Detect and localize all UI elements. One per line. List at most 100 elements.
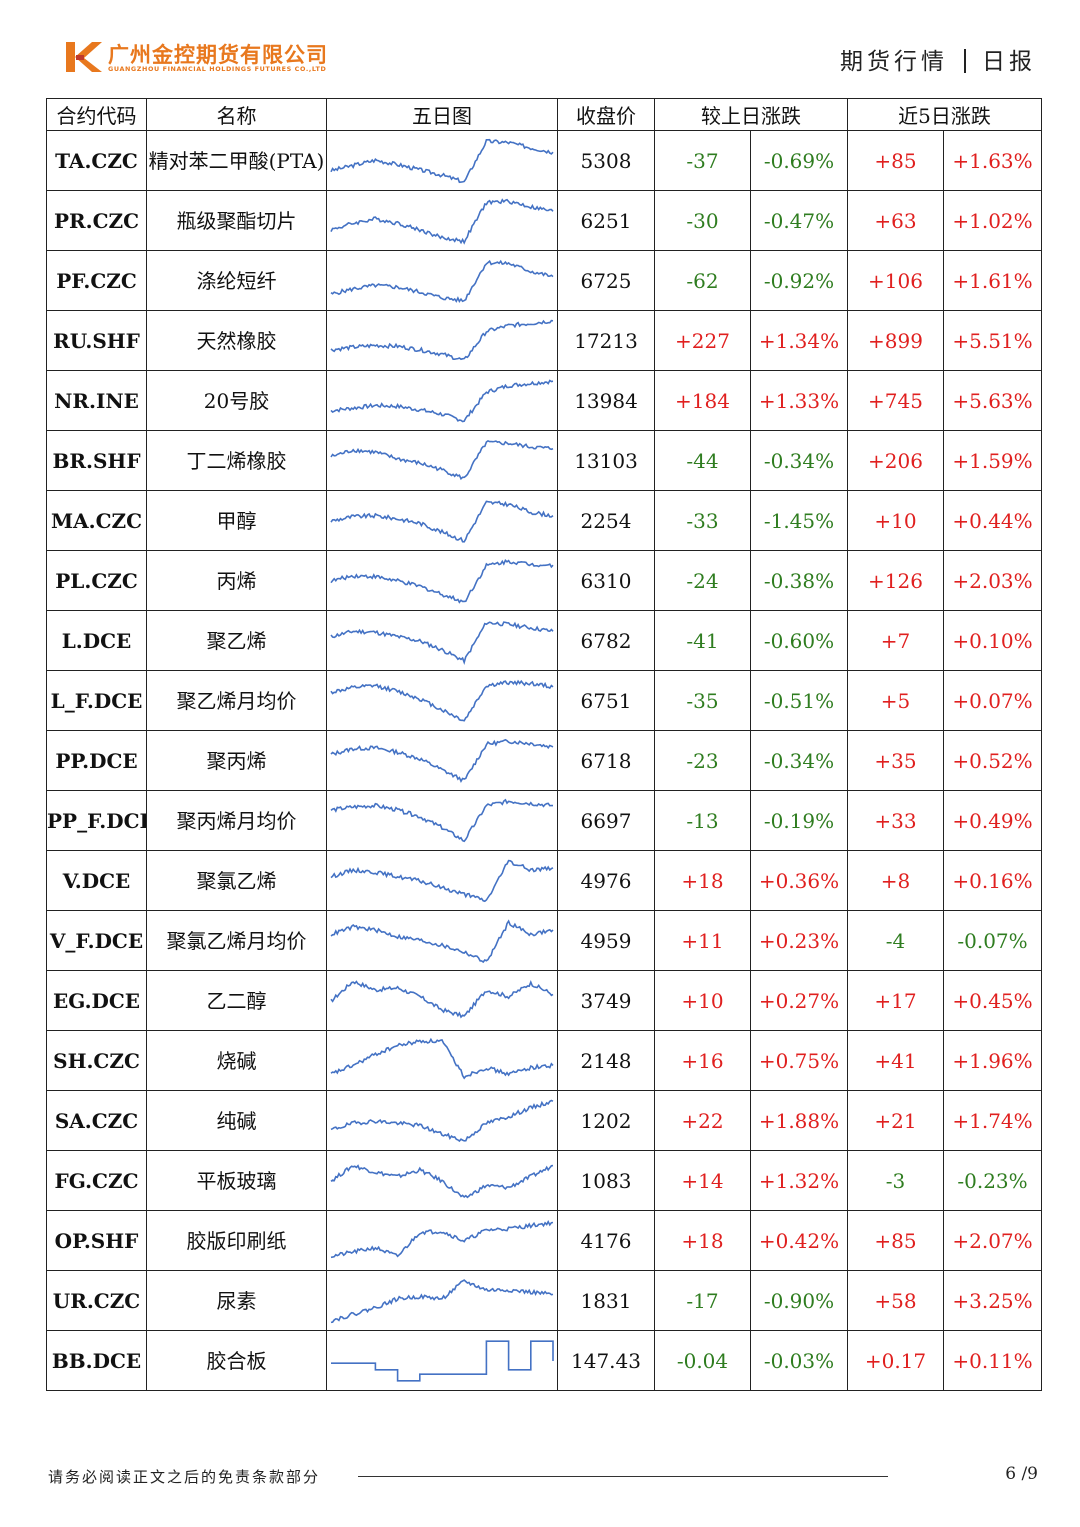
- contract-name: 瓶级聚酯切片: [146, 190, 327, 251]
- day-change-percent: +1.88%: [750, 1090, 848, 1151]
- close-price: 6751: [557, 670, 655, 731]
- day-change-percent: -0.69%: [750, 130, 848, 191]
- close-price: 6782: [557, 610, 655, 671]
- five-day-chart: [326, 910, 558, 971]
- close-price: 6251: [557, 190, 655, 251]
- contract-name: 精对苯二甲酸(PTA): [146, 130, 327, 191]
- header-close: 收盘价: [557, 98, 655, 131]
- five-day-chart: [326, 1270, 558, 1331]
- contract-name: 丙烯: [146, 550, 327, 611]
- close-price: 13984: [557, 370, 655, 431]
- five-day-chart: [326, 730, 558, 791]
- table-row: EG.DCE 乙二醇 3749 +10 +0.27% +17 +0.45%: [46, 970, 1043, 1031]
- quotes-table: 合约代码 名称 五日图 收盘价 较上日涨跌 近5日涨跌 TA.CZC 精对苯二甲酸…: [46, 98, 1043, 1391]
- day-change-value: +18: [654, 1210, 751, 1271]
- contract-name: 尿素: [146, 1270, 327, 1331]
- sparkline-chart: [330, 1278, 554, 1323]
- contract-name: 20号胶: [146, 370, 327, 431]
- table-row: BR.SHF 丁二烯橡胶 13103 -44 -0.34% +206 +1.59%: [46, 430, 1043, 491]
- five-day-change-percent: +1.96%: [942, 1030, 1043, 1091]
- day-change-value: +18: [654, 850, 751, 911]
- header-name: 名称: [146, 98, 327, 131]
- five-day-change-value: +85: [847, 1210, 944, 1271]
- sparkline-chart: [330, 138, 554, 183]
- sparkline-path: [330, 979, 554, 1018]
- sparkline-chart: [330, 918, 554, 963]
- day-change-value: -0.04: [654, 1330, 751, 1391]
- day-change-percent: +1.34%: [750, 310, 848, 371]
- contract-code: PP.DCE: [46, 730, 147, 791]
- five-day-change-value: +21: [847, 1090, 944, 1151]
- five-day-change-value: +41: [847, 1030, 944, 1091]
- sparkline-path: [330, 499, 554, 543]
- header-code: 合约代码: [46, 98, 147, 131]
- day-change-value: +227: [654, 310, 751, 371]
- contract-name: 天然橡胶: [146, 310, 327, 371]
- day-change-value: +184: [654, 370, 751, 431]
- contract-code: OP.SHF: [46, 1210, 147, 1271]
- day-change-value: -13: [654, 790, 751, 851]
- five-day-change-percent: -0.23%: [942, 1150, 1043, 1211]
- table-row: TA.CZC 精对苯二甲酸(PTA) 5308 -37 -0.69% +85 +1.63%: [46, 130, 1043, 191]
- five-day-change-value: +745: [847, 370, 944, 431]
- day-change-value: -23: [654, 730, 751, 791]
- five-day-chart: [326, 430, 558, 491]
- sparkline-chart: [330, 738, 554, 783]
- five-day-change-value: +35: [847, 730, 944, 791]
- day-change-percent: +0.27%: [750, 970, 848, 1031]
- five-day-change-percent: +1.59%: [942, 430, 1043, 491]
- day-change-percent: +0.23%: [750, 910, 848, 971]
- contract-code: PF.CZC: [46, 250, 147, 311]
- day-change-value: -44: [654, 430, 751, 491]
- page-footer: 请务必阅读正文之后的免责条款部分 6 /9: [0, 1458, 1080, 1498]
- close-price: 6718: [557, 730, 655, 791]
- table-row: OP.SHF 胶版印刷纸 4176 +18 +0.42% +85 +2.07%: [46, 1210, 1043, 1271]
- sparkline-chart: [331, 1339, 554, 1382]
- contract-code: L_F.DCE: [46, 670, 147, 731]
- contract-name: 聚氯乙烯月均价: [146, 910, 327, 971]
- sparkline-chart: [330, 197, 554, 245]
- contract-name: 聚乙烯: [146, 610, 327, 671]
- sparkline-chart: [330, 1099, 554, 1142]
- close-price: 5308: [557, 130, 655, 191]
- five-day-chart: [326, 1090, 558, 1151]
- day-change-percent: +0.42%: [750, 1210, 848, 1271]
- sparkline-path: [330, 319, 554, 360]
- five-day-change-percent: +2.03%: [942, 550, 1043, 611]
- five-day-change-percent: +0.49%: [942, 790, 1043, 851]
- day-change-percent: -0.34%: [750, 730, 848, 791]
- sparkline-chart: [330, 1163, 554, 1198]
- day-change-percent: -0.03%: [750, 1330, 848, 1391]
- sparkline-chart: [330, 558, 554, 604]
- table-row: NR.INE 20号胶 13984 +184 +1.33% +745 +5.63%: [46, 370, 1043, 431]
- five-day-change-value: +0.17: [847, 1330, 944, 1391]
- sparkline-path: [330, 918, 554, 963]
- report-type: 期货行情 日报: [840, 42, 1036, 76]
- day-change-value: +22: [654, 1090, 751, 1151]
- close-price: 2148: [557, 1030, 655, 1091]
- page-number: 6 /9: [1005, 1464, 1038, 1484]
- table-row: RU.SHF 天然橡胶 17213 +227 +1.34% +899 +5.51%: [46, 310, 1043, 371]
- five-day-change-value: +33: [847, 790, 944, 851]
- five-day-change-value: +58: [847, 1270, 944, 1331]
- contract-name: 胶版印刷纸: [146, 1210, 327, 1271]
- five-day-chart: [326, 130, 558, 191]
- logo-k-icon: [66, 42, 102, 72]
- table-row: BB.DCE 胶合板 147.43 -0.04 -0.03% +0.17 +0.11%: [46, 1330, 1043, 1391]
- day-change-value: +16: [654, 1030, 751, 1091]
- five-day-change-value: +85: [847, 130, 944, 191]
- sparkline-chart: [330, 378, 554, 422]
- contract-code: UR.CZC: [46, 1270, 147, 1331]
- sparkline-path: [330, 859, 554, 902]
- company-name-en: GUANGZHOU FINANCIAL HOLDINGS FUTURES CO.…: [108, 65, 327, 73]
- five-day-chart: [326, 310, 558, 371]
- five-day-chart: [326, 670, 558, 731]
- sparkline-path: [330, 138, 554, 183]
- contract-code: NR.INE: [46, 370, 147, 431]
- contract-name: 甲醇: [146, 490, 327, 551]
- table-row: PR.CZC 瓶级聚酯切片 6251 -30 -0.47% +63 +1.02%: [46, 190, 1043, 251]
- day-change-percent: +1.33%: [750, 370, 848, 431]
- five-day-chart: [326, 1150, 558, 1211]
- day-change-percent: -1.45%: [750, 490, 848, 551]
- five-day-change-percent: +0.11%: [942, 1330, 1043, 1391]
